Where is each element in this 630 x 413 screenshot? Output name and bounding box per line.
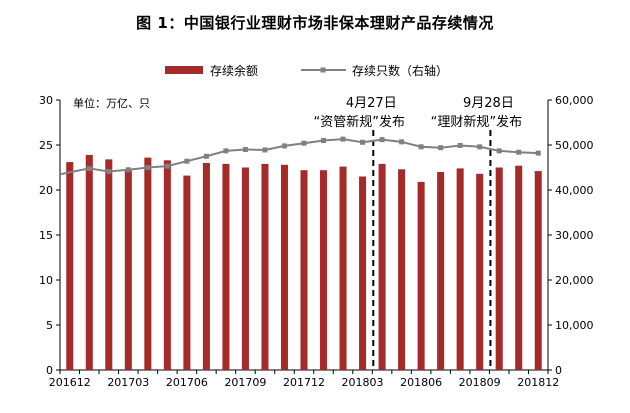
right-tick-label: 60,000 [555, 94, 594, 107]
x-tick-label: 201812 [517, 376, 559, 389]
bar-201809 [476, 173, 484, 370]
left-tick-label: 5 [46, 319, 53, 332]
legend-bar-swatch [165, 66, 203, 74]
line-point-201707 [203, 153, 209, 159]
bar-201806 [417, 181, 425, 370]
line-point-201811 [516, 149, 522, 155]
line-point-201702 [106, 169, 112, 175]
left-tick-label: 30 [39, 94, 53, 107]
line-point-201807 [438, 145, 444, 151]
right-tick-label: 10,000 [555, 319, 594, 332]
bar-201710 [261, 163, 269, 370]
bar-201712 [300, 170, 308, 370]
line-point-201704 [145, 165, 151, 170]
x-tick-label: 201706 [166, 376, 208, 389]
bar-201707 [202, 163, 210, 370]
bar-201704 [144, 157, 152, 370]
bar-201709 [241, 167, 249, 370]
line-point-201710 [262, 147, 268, 153]
line-point-201709 [242, 147, 248, 152]
right-tick-label: 0 [555, 364, 562, 377]
x-tick-label: 201709 [224, 376, 266, 389]
line-point-201810 [496, 148, 502, 154]
bar-201612 [66, 162, 74, 370]
bar-201708 [222, 163, 230, 370]
left-tick-label: 0 [46, 364, 53, 377]
bar-201802 [339, 166, 347, 370]
line-point-201809 [477, 144, 483, 150]
line-point-201711 [281, 143, 287, 149]
bar-201807 [437, 172, 445, 370]
unit-label: 单位：万亿、只 [73, 96, 150, 110]
line-point-201801 [321, 138, 327, 143]
right-tick-label: 50,000 [555, 139, 594, 152]
annotation-label-1: “资管新规”发布 [314, 114, 405, 130]
line-point-201705 [164, 163, 170, 169]
line-point-201701 [86, 165, 92, 171]
chart-title: 图 1：中国银行业理财市场非保本理财产品存续情况 [136, 14, 494, 32]
line-point-201802 [340, 136, 346, 142]
bar-201805 [398, 169, 406, 370]
x-tick-label: 201703 [107, 376, 149, 389]
line-point-201812 [535, 150, 541, 156]
line-series-count [59, 138, 539, 176]
bar-201705 [163, 160, 171, 370]
x-tick-label: 201712 [283, 376, 325, 389]
bar-201801 [320, 170, 328, 370]
legend-line-marker [320, 67, 326, 73]
line-point-201708 [223, 148, 229, 154]
annotation-label-2: “理财新规”发布 [431, 114, 522, 130]
bar-201811 [515, 165, 523, 370]
right-tick-label: 40,000 [555, 184, 594, 197]
line-point-201803 [360, 139, 366, 145]
bar-201711 [280, 164, 288, 370]
line-point-201703 [125, 167, 131, 173]
x-tick-label: 201806 [400, 376, 442, 389]
left-tick-label: 20 [39, 184, 53, 197]
bar-201703 [124, 170, 132, 370]
bar-201706 [183, 175, 191, 370]
left-tick-label: 10 [39, 274, 53, 287]
bar-201804 [378, 163, 386, 370]
line-point-201806 [418, 144, 424, 150]
right-tick-label: 30,000 [555, 229, 594, 242]
line-point-201805 [399, 139, 405, 145]
line-point-201804 [379, 137, 385, 143]
bar-201812 [534, 171, 542, 370]
left-tick-label: 25 [39, 139, 53, 152]
annotation-date-1: 4月27日 [346, 96, 397, 111]
bar-201810 [495, 167, 503, 370]
x-tick-label: 201612 [49, 376, 91, 389]
bar-201808 [456, 168, 464, 370]
left-tick-label: 15 [39, 229, 53, 242]
bar-201701 [85, 154, 93, 370]
line-point-201712 [301, 140, 307, 146]
bar-201702 [105, 159, 113, 370]
x-tick-label: 201809 [459, 376, 501, 389]
annotation-date-2: 9月28日 [463, 96, 514, 111]
right-tick-label: 20,000 [555, 274, 594, 287]
line-point-201706 [184, 158, 190, 164]
line-point-201808 [457, 142, 463, 148]
bar-201803 [359, 176, 367, 370]
legend-line-label: 存续只数（右轴） [352, 63, 448, 78]
legend-bar-label: 存续余额 [210, 63, 258, 78]
x-tick-label: 201803 [342, 376, 384, 389]
